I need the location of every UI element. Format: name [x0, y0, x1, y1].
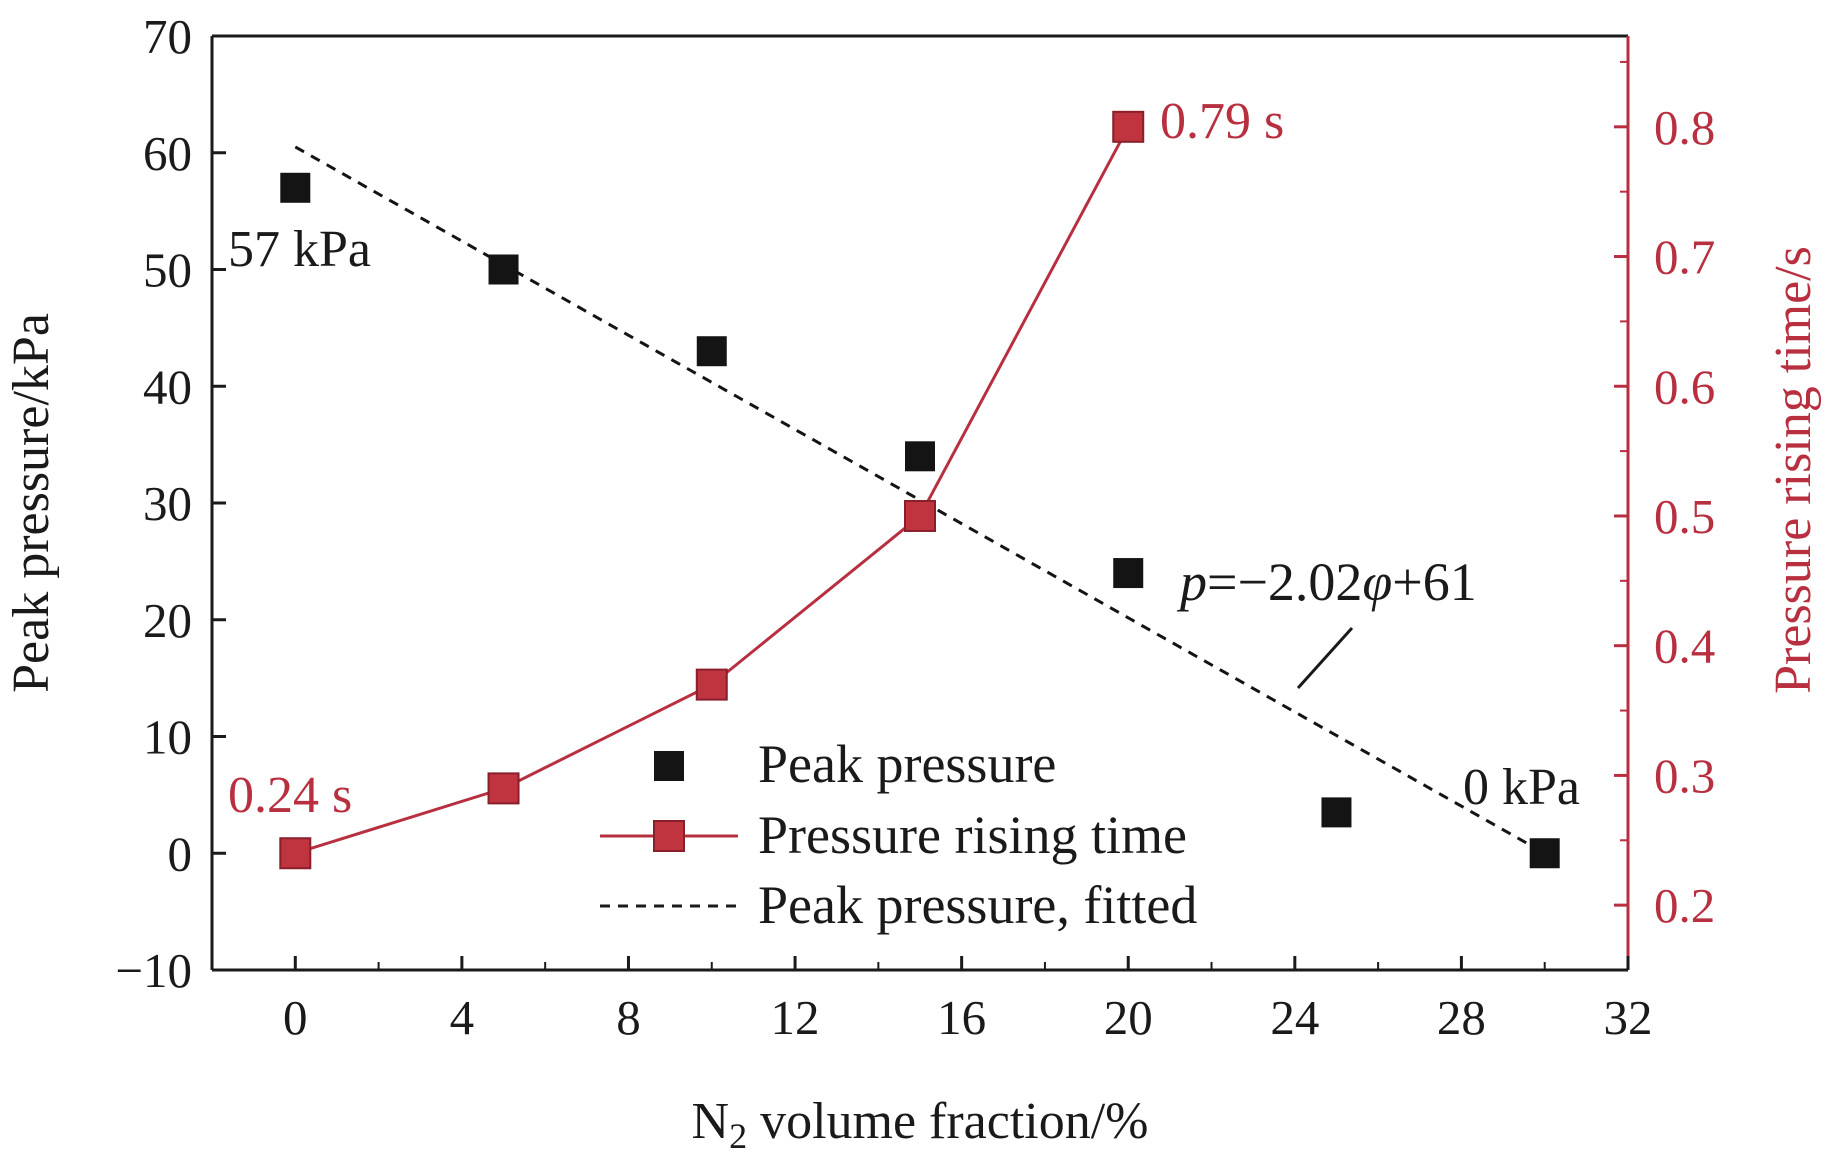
y-left-tick-label: 50: [143, 243, 192, 298]
x-tick-label: 32: [1604, 990, 1653, 1045]
y-left-tick-label: 40: [143, 359, 192, 414]
x-axis-ticks: 0 4 8 12 16 20 24 28 32: [283, 956, 1653, 1045]
fit-equation-end: +61: [1392, 552, 1476, 612]
x-tick-label: 16: [937, 990, 986, 1045]
x-axis-title-subscript: 2: [729, 1116, 747, 1156]
fit-equation-phi: φ: [1362, 552, 1392, 612]
x-tick-label: 4: [450, 990, 475, 1045]
legend-label-time: Pressure rising time: [758, 805, 1187, 865]
peak-pressure-point: [1321, 797, 1352, 828]
y-right-tick-label: 0.2: [1654, 878, 1715, 933]
x-tick-label: 0: [283, 990, 308, 1045]
peak-pressure-point: [696, 336, 727, 367]
y-right-tick-label: 0.5: [1654, 489, 1715, 544]
y-left-tick-label: −10: [115, 943, 192, 998]
y-right-axis-title: Pressure rising time/s: [1765, 246, 1822, 694]
fit-equation-leader: [1296, 626, 1354, 690]
legend-marker-peak: [654, 751, 684, 781]
legend-marker-time: [653, 820, 685, 852]
y-left-tick-label: 30: [143, 476, 192, 531]
rising-time-point: [279, 837, 312, 870]
legend: Peak pressure Pressure rising time Peak …: [600, 734, 1197, 935]
rising-time-point: [487, 772, 520, 805]
peak-pressure-point: [280, 172, 311, 203]
y-left-tick-label: 20: [143, 593, 192, 648]
annotation-peak-end: 0 kPa: [1463, 759, 1580, 816]
x-tick-label: 20: [1104, 990, 1153, 1045]
y-right-tick-label: 0.3: [1654, 748, 1715, 803]
legend-label-fit: Peak pressure, fitted: [758, 875, 1197, 935]
y-right-tick-label: 0.4: [1654, 619, 1715, 674]
annotation-time-start: 0.24 s: [228, 767, 352, 824]
fit-equation-mid: =−2.02: [1207, 552, 1362, 612]
x-tick-label: 28: [1437, 990, 1486, 1045]
y-right-tick-label: 0.8: [1654, 100, 1715, 155]
x-axis-title: N2 volume fraction/%: [692, 1093, 1149, 1156]
annotation-peak-start: 57 kPa: [228, 221, 371, 278]
rising-time-point: [1112, 110, 1145, 143]
y-right-tick-label: 0.7: [1654, 230, 1715, 285]
y-left-tick-label: 10: [143, 710, 192, 765]
y-left-axis-title: Peak pressure/kPa: [3, 313, 60, 693]
fit-equation: p=−2.02φ+61: [1176, 552, 1477, 612]
x-tick-label: 8: [616, 990, 641, 1045]
y-right-axis-ticks: 0.2 0.3 0.4 0.5 0.6 0.7 0.8: [1614, 60, 1715, 933]
legend-label-peak: Peak pressure: [758, 734, 1056, 794]
peak-pressure-point: [905, 441, 935, 472]
peak-pressure-point: [488, 254, 519, 285]
rising-time-point: [904, 499, 936, 532]
rising-time-series: [279, 110, 1145, 870]
fit-equation-p: p: [1176, 552, 1207, 612]
x-axis-title-rest: volume fraction/%: [747, 1093, 1148, 1150]
annotation-time-end: 0.79 s: [1160, 93, 1284, 150]
peak-pressure-point: [1113, 558, 1144, 589]
peak-pressure-series: [280, 172, 1560, 869]
y-left-tick-label: 60: [143, 126, 192, 181]
y-left-tick-label: 70: [143, 9, 192, 64]
peak-pressure-point: [1529, 838, 1560, 869]
y-left-axis-ticks: −10 0 10 20 30 40 50 60 70: [115, 9, 226, 998]
x-tick-label: 24: [1270, 990, 1319, 1045]
y-left-tick-label: 0: [168, 826, 193, 881]
x-axis-title-main: N: [692, 1093, 730, 1150]
rising-time-point: [695, 668, 728, 701]
y-right-tick-label: 0.6: [1654, 359, 1715, 414]
x-tick-label: 12: [771, 990, 820, 1045]
